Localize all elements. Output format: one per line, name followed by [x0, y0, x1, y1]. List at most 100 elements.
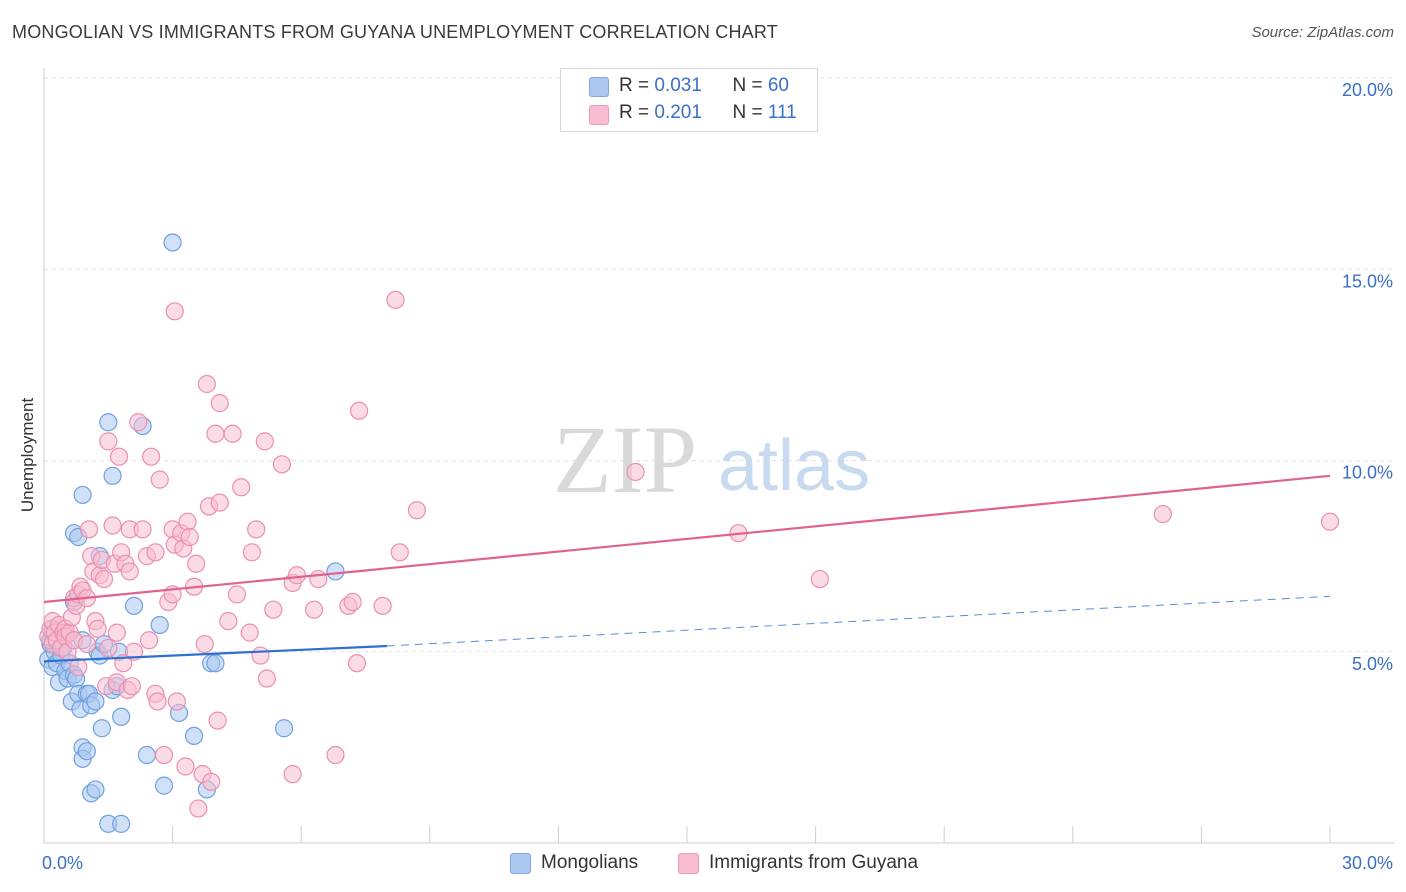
scatter-point — [77, 742, 96, 761]
scatter-point — [167, 692, 186, 711]
scatter-point — [343, 592, 362, 612]
watermark-zip: ZIP — [553, 406, 697, 513]
watermark-atlas: atlas — [718, 426, 870, 506]
correlation-legend: R = 0.031 N = 60 R = 0.201 N = 111 — [560, 68, 818, 132]
scatter-point — [1320, 512, 1340, 531]
bottom-legend-guyana: Immigrants from Guyana — [709, 852, 919, 873]
scatter-point — [154, 776, 174, 795]
legend-swatch-guyana — [589, 105, 609, 125]
scatter-point — [137, 745, 156, 765]
scatter-point — [180, 527, 199, 547]
scatter-point — [251, 646, 270, 665]
scatter-point — [163, 233, 182, 252]
scatter-point — [274, 719, 294, 738]
scatter-point — [255, 432, 274, 451]
scatter-point — [206, 654, 225, 673]
scatter-point — [77, 634, 96, 654]
scatter-point — [133, 520, 152, 539]
scatter-point — [208, 711, 227, 730]
scatter-point — [178, 512, 197, 531]
legend-r-value: 0.031 — [654, 75, 702, 96]
x-tick-label: 30.0% — [1342, 853, 1393, 873]
scatter-point — [176, 757, 195, 776]
scatter-point — [120, 562, 139, 581]
scatter-point — [146, 543, 165, 562]
scatter-point — [240, 623, 259, 642]
scatter-point — [122, 677, 141, 696]
scatter-point — [129, 413, 148, 432]
scatter-point — [184, 726, 204, 746]
scatter-point — [304, 600, 324, 619]
axes — [43, 68, 1395, 844]
legend-n-label: N = — [732, 102, 768, 123]
legend-n-value: 60 — [767, 75, 789, 96]
chart-source: Source: ZipAtlas.com — [1251, 24, 1394, 41]
scatter-point — [219, 612, 238, 631]
legend-r-label: R = — [619, 75, 655, 96]
scatter-points — [39, 233, 1340, 833]
scatter-point — [373, 596, 392, 615]
scatter-point — [189, 799, 208, 818]
scatter-point — [287, 566, 307, 585]
scatter-point — [347, 654, 367, 673]
scatter-point — [390, 543, 409, 562]
legend-r-value: 0.201 — [654, 102, 702, 123]
scatter-point — [407, 501, 427, 520]
y-tick-label: 20.0% — [1342, 80, 1393, 100]
scatter-point — [107, 623, 126, 642]
scatter-point — [309, 569, 328, 589]
trend-line-mongolians-extension — [386, 595, 1331, 647]
scatter-point — [79, 520, 99, 539]
legend-r-label: R = — [619, 102, 655, 123]
scatter-point — [232, 478, 251, 497]
scatter-point — [223, 424, 242, 443]
watermark: ZIP atlas — [553, 406, 870, 513]
scatter-point — [86, 692, 105, 711]
scatter-point — [88, 619, 107, 638]
scatter-point — [124, 642, 144, 661]
bottom-legend-swatch-guyana — [678, 853, 699, 874]
scatter-point — [150, 615, 169, 635]
scatter-point — [197, 374, 216, 394]
scatter-point — [326, 562, 345, 581]
scatter-point — [124, 596, 144, 615]
chart-title: MONGOLIAN VS IMMIGRANTS FROM GUYANA UNEM… — [12, 22, 778, 42]
legend-row-guyana: R = 0.201 N = 111 — [619, 102, 797, 124]
scatter-point — [187, 554, 206, 573]
y-axis-label: Unemployment — [18, 397, 37, 513]
scatter-point — [242, 543, 262, 562]
grid-lines — [44, 77, 1395, 653]
scatter-point — [148, 692, 167, 711]
scatter-point — [92, 719, 111, 738]
y-tick-label: 15.0% — [1342, 271, 1393, 291]
scatter-point — [86, 780, 105, 799]
scatter-point — [195, 634, 214, 654]
scatter-point — [154, 745, 174, 765]
scatter-point — [112, 707, 131, 726]
scatter-point — [349, 401, 369, 420]
legend-row-mongolians: R = 0.031 N = 60 — [619, 75, 789, 97]
scatter-point — [99, 413, 118, 432]
scatter-point — [257, 669, 277, 688]
legend-n-label: N = — [732, 75, 768, 96]
bottom-legend-swatch-mongolians — [510, 853, 531, 874]
scatter-point — [386, 290, 405, 309]
scatter-point — [142, 447, 161, 466]
scatter-point — [165, 302, 184, 321]
scatter-point — [227, 585, 246, 604]
tick-labels: 5.0% 10.0% 15.0% 20.0% 0.0% 30.0% — [42, 80, 1393, 873]
scatter-point — [1153, 504, 1172, 524]
x-tick-label: 0.0% — [42, 853, 83, 873]
scatter-point — [99, 638, 118, 658]
scatter-point — [247, 520, 266, 539]
scatter-point — [109, 447, 129, 466]
scatter-point — [264, 600, 283, 619]
trend-line-guyana — [43, 474, 1331, 604]
scatter-point — [210, 493, 229, 512]
scatter-point — [272, 455, 292, 474]
legend-swatch-mongolians — [589, 77, 609, 97]
trend-line-mongolians — [43, 644, 387, 663]
scatter-point — [202, 772, 221, 791]
scatter-point — [94, 569, 114, 589]
